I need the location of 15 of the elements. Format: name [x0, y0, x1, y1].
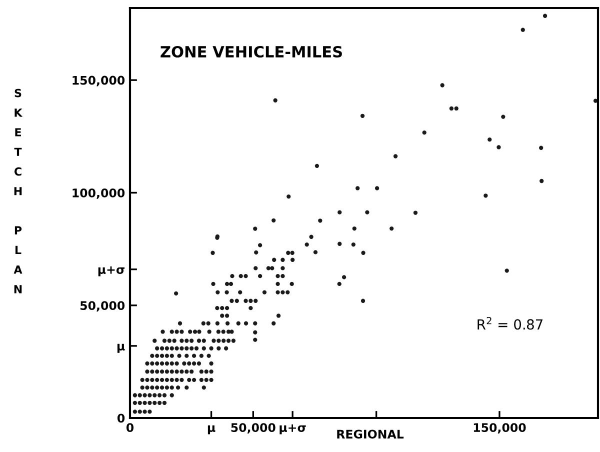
- annotation: R$^{2}$ = 0.87: [478, 316, 543, 330]
- x-tick-label: 150,000: [474, 423, 526, 434]
- y-tick-label: 150,000: [72, 76, 125, 86]
- y-tick-label: 100,000: [72, 188, 125, 199]
- x-tick-label: μ+σ: [280, 424, 306, 434]
- x-tick-label: 0: [126, 423, 134, 432]
- x-axis-title: REGIONAL: [337, 430, 404, 439]
- text: SKETCH PLAN: [14, 88, 23, 294]
- text: ZONE VEHICLE-MILES: [160, 46, 342, 58]
- y-tick-label: 0: [117, 414, 125, 423]
- y-tick-label: 50,000: [80, 301, 125, 312]
- x-tick-label: μ: [208, 425, 216, 434]
- y-tick-label: μ+σ: [98, 266, 125, 276]
- y-tick-label: μ: [117, 344, 125, 353]
- x-tick-label: 50,000: [231, 423, 276, 434]
